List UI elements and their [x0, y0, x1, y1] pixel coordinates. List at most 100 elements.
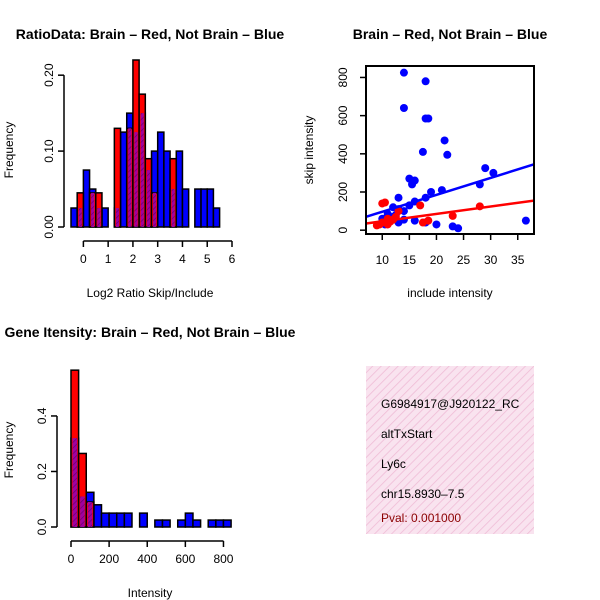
- blue-point-12: [489, 168, 498, 177]
- y-tick-label-2: 0.4: [35, 407, 49, 424]
- blue-bar-15: [215, 519, 225, 528]
- y-tick-label-0: 0.00: [42, 215, 56, 239]
- blue-point-33: [521, 216, 530, 225]
- blue-bar-16: [222, 519, 232, 528]
- y-tick-label-2: 0.20: [42, 63, 56, 87]
- x-tick-label-5: 5: [204, 252, 211, 266]
- y-tick-label-1: 0.10: [42, 139, 56, 163]
- info-panel-background: [366, 366, 534, 534]
- blue-bar-13: [192, 519, 202, 528]
- red-fit-line: [366, 199, 534, 225]
- intensity-scatter-ylabel: skip intensity: [302, 116, 316, 185]
- blue-bar-3: [93, 504, 103, 528]
- x-tick-label-1: 1: [105, 252, 112, 266]
- blue-point-32: [454, 224, 463, 233]
- blue-point-2: [399, 104, 408, 112]
- scatter-x-tick-label-5: 35: [511, 253, 525, 267]
- info-panel: G6984917@J920122_RC altTxStart Ly6c chr1…: [366, 366, 534, 534]
- x-tick-label-2: 2: [130, 252, 137, 266]
- scatter-y-tick-label-2: 400: [336, 143, 350, 163]
- blue-point-5: [440, 136, 449, 145]
- red-point-15: [383, 220, 392, 229]
- blue-bar-0: [70, 207, 78, 228]
- x-tick-label-0: 0: [68, 552, 75, 566]
- x-tick-label-3: 600: [175, 552, 195, 566]
- blue-bar-9: [154, 519, 164, 528]
- blue-point-1: [421, 77, 430, 86]
- info-gene-name: Ly6c: [381, 457, 406, 471]
- blue-bar-20: [206, 188, 215, 228]
- info-event-type: altTxStart: [381, 427, 433, 441]
- intensity-histogram-bars: [70, 369, 232, 528]
- info-location: chr15.8930–7.5: [381, 487, 465, 501]
- blue-fit-line: [366, 163, 534, 219]
- blue-bar-12: [184, 512, 194, 528]
- info-pval: Pval: 0.001000: [381, 511, 461, 525]
- blue-bar-6: [115, 512, 126, 528]
- overlap-bar-2: [97, 208, 101, 227]
- blue-bar-11: [176, 519, 187, 528]
- blue-point-4: [424, 114, 433, 123]
- x-tick-label-1: 200: [99, 552, 119, 566]
- scatter-frame: [365, 65, 535, 235]
- intensity-scatter-title: Brain – Red, Not Brain – Blue: [353, 26, 548, 42]
- blue-bar-2: [82, 169, 91, 228]
- blue-point-0: [399, 68, 408, 77]
- ratio-histogram-bars: [70, 59, 221, 228]
- blue-bar-18: [194, 188, 202, 228]
- blue-point-10: [408, 180, 417, 189]
- intensity-scatter-panel: Brain – Red, Not Brain – Blue 10 15 20 25 30…: [302, 26, 547, 300]
- red-point-8: [394, 207, 403, 216]
- ratio-histogram-ylabel: Frequency: [2, 122, 16, 179]
- intensity-scatter-plot: 10 15 20 25 30 35 0 200 400 600 800: [336, 65, 535, 267]
- ratio-histogram-xlabel: Log2 Ratio Skip/Include: [87, 286, 214, 300]
- blue-bar-13: [156, 131, 165, 228]
- intensity-histogram-ylabel: Frequency: [2, 422, 16, 479]
- blue-point-28: [410, 216, 419, 225]
- blue-bar-8: [138, 512, 148, 528]
- blue-point-30: [432, 220, 441, 229]
- scatter-y-tick-label-4: 800: [336, 67, 350, 87]
- scatter-marks: [366, 68, 534, 233]
- x-tick-label-2: 400: [137, 552, 157, 566]
- overlap-bar-0: [72, 438, 78, 527]
- blue-bar-16: [175, 150, 184, 228]
- blue-point-15: [427, 188, 436, 196]
- scatter-x-tick-label-1: 15: [403, 253, 417, 267]
- intensity-histogram-axes: 0 200 400 600 800 0.0 0.2 0.4: [35, 407, 234, 566]
- scatter-x-tick-label-4: 30: [484, 253, 498, 267]
- overlap-bar-2: [87, 502, 93, 527]
- x-tick-label-4: 4: [179, 252, 186, 266]
- intensity-histogram-title: Gene Itensity: Brain – Red, Not Brain – …: [5, 324, 296, 340]
- blue-bar-19: [200, 188, 208, 228]
- blue-point-17: [394, 193, 403, 202]
- ratio-histogram-panel: RatioData: Brain – Red, Not Brain – Blue…: [2, 26, 284, 300]
- blue-bar-21: [212, 207, 221, 228]
- intensity-histogram-panel: Gene Itensity: Brain – Red, Not Brain – …: [2, 324, 296, 600]
- blue-bar-17: [181, 188, 190, 228]
- intensity-scatter-xlabel: include intensity: [407, 286, 492, 300]
- info-gene-id: G6984917@J920122_RC: [381, 397, 520, 411]
- overlap-bar-6: [140, 113, 144, 227]
- red-point-2: [380, 198, 389, 207]
- scatter-x-tick-label-2: 20: [430, 253, 444, 267]
- scatter-y-tick-label-1: 200: [336, 182, 350, 202]
- ratio-histogram-axes: 0 1 2 3 4 5 6 0.00 0.10 0.20: [42, 63, 236, 266]
- overlap-bar-1: [91, 192, 95, 227]
- x-tick-label-3: 3: [154, 252, 161, 266]
- overlap-bar-3: [115, 208, 120, 227]
- red-point-9: [416, 201, 425, 210]
- ratio-histogram-title: RatioData: Brain – Red, Not Brain – Blue: [16, 26, 285, 42]
- overlap-bar-7: [146, 170, 150, 227]
- blue-point-6: [418, 147, 427, 156]
- overlap-bar-9: [171, 189, 175, 227]
- scatter-y-tick-label-0: 0: [336, 227, 350, 234]
- blue-bar-10: [161, 519, 171, 528]
- x-tick-label-4: 800: [213, 552, 233, 566]
- y-tick-label-1: 0.2: [35, 463, 49, 480]
- red-point-12: [448, 211, 457, 220]
- blue-point-7: [443, 150, 452, 159]
- blue-bar-4: [100, 512, 110, 528]
- x-tick-label-6: 6: [229, 252, 236, 266]
